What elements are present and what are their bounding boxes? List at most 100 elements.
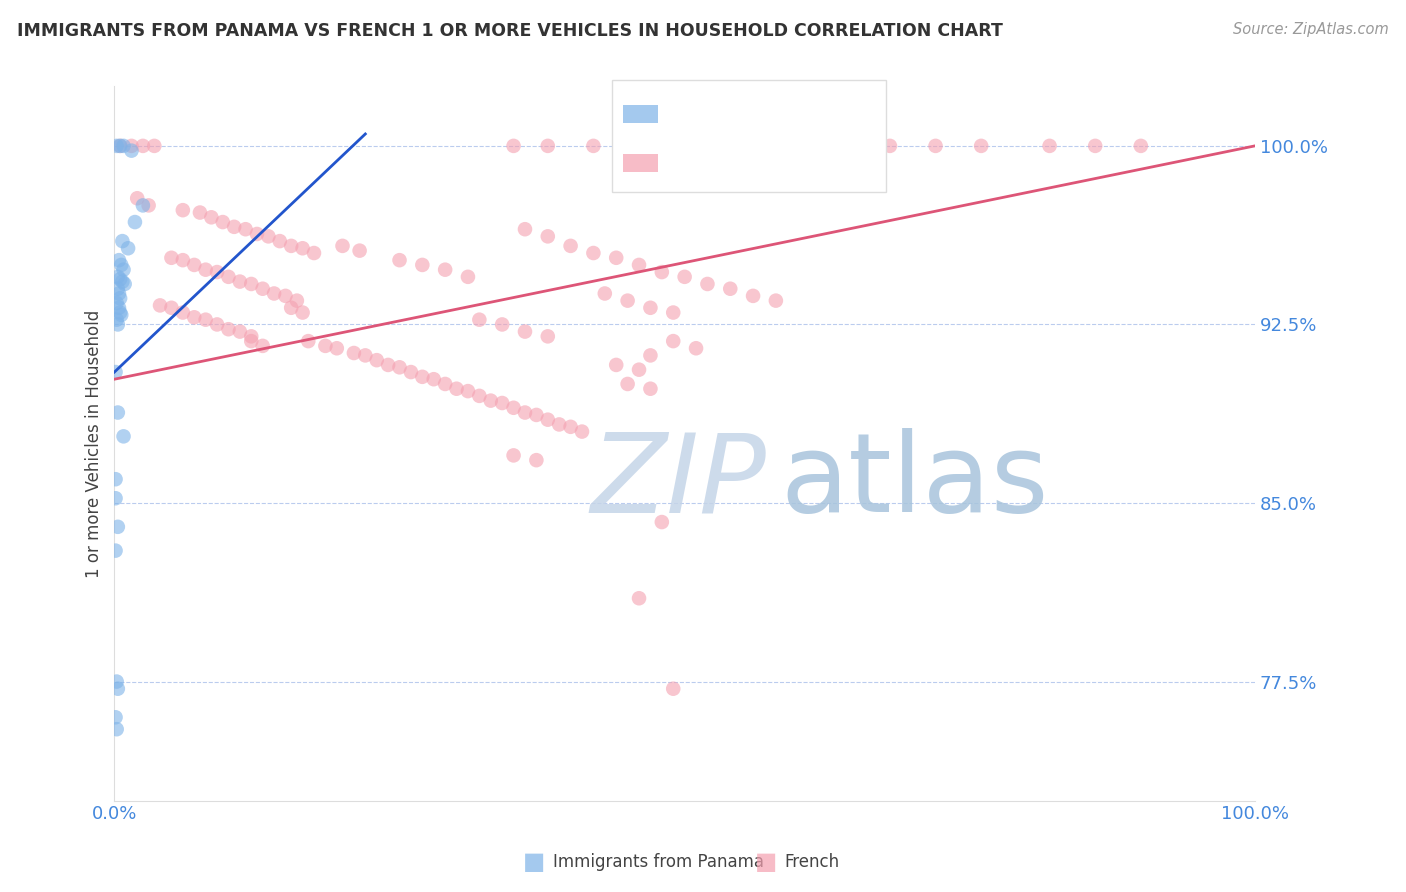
Point	[513, 325, 536, 339]
Point	[627, 258, 650, 272]
Point	[524, 453, 547, 467]
Point	[468, 389, 491, 403]
Text: R = 0.405   N = 35: R = 0.405 N = 35	[665, 105, 835, 123]
Point	[388, 253, 411, 268]
Point	[765, 139, 787, 153]
Point	[468, 312, 491, 326]
Point	[274, 289, 297, 303]
Point	[107, 520, 129, 534]
Point	[640, 348, 662, 362]
Point	[673, 269, 696, 284]
Text: ZIP: ZIP	[591, 428, 766, 535]
Point	[446, 382, 468, 396]
Point	[651, 139, 673, 153]
Point	[124, 215, 146, 229]
Point	[160, 251, 183, 265]
Point	[879, 139, 901, 153]
Point	[105, 722, 128, 736]
Point	[1129, 139, 1152, 153]
Point	[107, 318, 129, 332]
Point	[605, 251, 627, 265]
Point	[377, 358, 399, 372]
Point	[302, 246, 325, 260]
Point	[718, 282, 741, 296]
Point	[924, 139, 946, 153]
Point	[111, 275, 134, 289]
Point	[1039, 139, 1062, 153]
Point	[765, 293, 787, 308]
Point	[548, 417, 571, 432]
Point	[235, 222, 257, 236]
Point	[434, 376, 457, 391]
Point	[593, 286, 616, 301]
Point	[263, 286, 285, 301]
Point	[696, 277, 718, 291]
Point	[172, 305, 194, 319]
Point	[640, 301, 662, 315]
Point	[434, 262, 457, 277]
Point	[160, 301, 183, 315]
Point	[411, 258, 433, 272]
Y-axis label: 1 or more Vehicles in Household: 1 or more Vehicles in Household	[86, 310, 103, 578]
Point	[314, 339, 336, 353]
Point	[582, 246, 605, 260]
Point	[491, 396, 513, 410]
Point	[205, 265, 228, 279]
Point	[616, 376, 638, 391]
Point	[104, 710, 127, 724]
Point	[285, 293, 308, 308]
Point	[205, 318, 228, 332]
Point	[194, 262, 217, 277]
Point	[291, 241, 314, 255]
Point	[105, 674, 128, 689]
Point	[422, 372, 444, 386]
Point	[183, 258, 205, 272]
Point	[252, 282, 274, 296]
Point	[127, 191, 149, 205]
Text: atlas: atlas	[780, 428, 1049, 535]
Point	[326, 341, 349, 355]
Point	[491, 318, 513, 332]
Point	[224, 219, 246, 234]
Point	[172, 253, 194, 268]
Point	[616, 293, 638, 308]
Point	[112, 429, 135, 443]
Point	[685, 341, 707, 355]
Point	[149, 298, 172, 312]
Point	[291, 305, 314, 319]
Text: ■: ■	[755, 850, 778, 873]
Point	[111, 234, 134, 248]
Point	[627, 362, 650, 376]
Point	[834, 139, 856, 153]
Point	[112, 262, 135, 277]
Point	[240, 334, 263, 348]
Point	[479, 393, 502, 408]
Point	[194, 312, 217, 326]
Point	[280, 301, 302, 315]
Point	[332, 239, 354, 253]
Point	[411, 369, 433, 384]
Point	[537, 139, 560, 153]
Point	[269, 234, 291, 248]
Point	[105, 296, 128, 310]
Point	[605, 358, 627, 372]
Point	[183, 310, 205, 325]
Point	[229, 275, 252, 289]
Text: R = 0.607   N = 118: R = 0.607 N = 118	[665, 154, 846, 172]
Point	[138, 198, 160, 212]
Point	[349, 244, 371, 258]
Point	[110, 308, 132, 322]
Point	[537, 229, 560, 244]
Point	[104, 491, 127, 506]
Text: Source: ZipAtlas.com: Source: ZipAtlas.com	[1233, 22, 1389, 37]
Point	[240, 277, 263, 291]
Point	[457, 384, 479, 398]
Point	[110, 258, 132, 272]
Point	[240, 329, 263, 343]
Point	[524, 408, 547, 422]
Point	[502, 401, 524, 415]
Point	[108, 291, 131, 305]
Point	[229, 325, 252, 339]
Point	[280, 239, 302, 253]
Point	[627, 591, 650, 606]
